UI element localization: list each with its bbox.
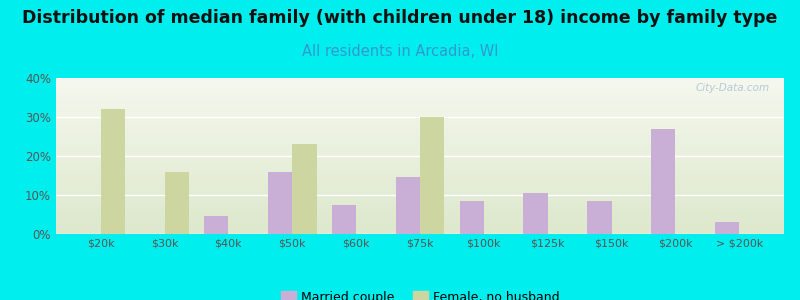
Legend: Married couple, Female, no husband: Married couple, Female, no husband: [276, 286, 564, 300]
Bar: [396, 177, 420, 234]
Bar: [459, 201, 484, 234]
Bar: [268, 172, 292, 234]
Bar: [332, 205, 356, 234]
Bar: [715, 222, 739, 234]
Bar: [292, 144, 317, 234]
Bar: [204, 217, 229, 234]
Text: City-Data.com: City-Data.com: [695, 83, 770, 93]
Text: All residents in Arcadia, WI: All residents in Arcadia, WI: [302, 44, 498, 59]
Bar: [651, 129, 675, 234]
Bar: [165, 172, 189, 234]
Bar: [523, 193, 548, 234]
Text: Distribution of median family (with children under 18) income by family type: Distribution of median family (with chil…: [22, 9, 778, 27]
Bar: [101, 109, 125, 234]
Bar: [587, 201, 611, 234]
Bar: [420, 117, 444, 234]
